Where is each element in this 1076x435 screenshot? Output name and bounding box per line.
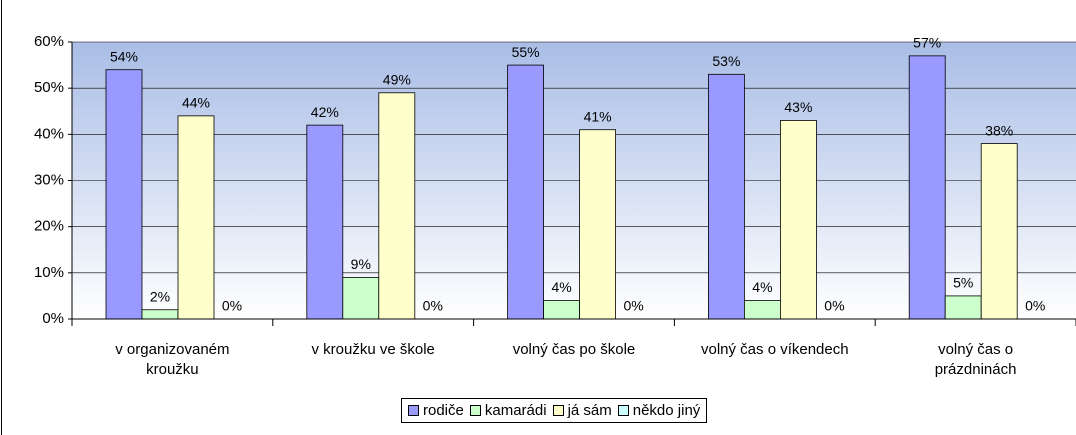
bar: [342, 277, 380, 320]
data-label: 49%: [383, 71, 411, 87]
data-label: 4%: [752, 279, 772, 295]
data-label: 54%: [110, 48, 138, 64]
data-label: 0%: [423, 298, 443, 314]
data-label: 2%: [150, 288, 170, 304]
data-label: 53%: [712, 53, 740, 69]
y-tick-label: 10%: [34, 264, 64, 281]
legend-swatch: [408, 405, 419, 416]
y-tick-label: 50%: [34, 79, 64, 96]
y-tick-label: 20%: [34, 218, 64, 235]
bar: [177, 115, 215, 320]
x-tick-label: v kroužku ve škole: [311, 341, 435, 358]
data-label: 44%: [182, 95, 210, 111]
legend-swatch: [469, 405, 481, 416]
data-label: 0%: [222, 298, 242, 314]
legend-item: já sám: [552, 402, 612, 419]
legend-item: rodiče: [408, 402, 464, 419]
bar: [105, 69, 143, 320]
legend-swatch: [617, 405, 629, 416]
data-label: 43%: [784, 99, 812, 115]
bar: [744, 300, 781, 320]
legend: rodiče kamarádi já sám někdo jiný: [401, 398, 708, 423]
data-label: 57%: [913, 35, 941, 51]
y-tick-label: 40%: [34, 125, 64, 142]
x-tick-label: v organizovaném kroužku: [115, 341, 230, 378]
bar: [708, 73, 745, 320]
y-tick-label: 30%: [34, 171, 64, 188]
bar: [378, 92, 416, 320]
data-label: 4%: [551, 279, 571, 295]
x-tick-label: volný čas o prázdninách: [934, 341, 1017, 378]
x-tick-label: volný čas po škole: [512, 341, 636, 358]
legend-item: kamarádi: [469, 402, 547, 419]
data-label: 41%: [584, 108, 612, 124]
legend-item: někdo jiný: [617, 402, 701, 419]
bar: [141, 309, 179, 320]
legend-label: rodiče: [423, 402, 464, 419]
legend-label: já sám: [567, 402, 612, 419]
bar: [908, 55, 946, 320]
y-tick-label: 60%: [34, 33, 64, 50]
data-label: 0%: [623, 298, 643, 314]
x-tick-label: volný čas o víkendech: [701, 341, 849, 358]
data-label: 38%: [985, 122, 1013, 138]
data-label: 55%: [512, 44, 540, 60]
bar: [944, 295, 982, 320]
legend-swatch: [552, 405, 564, 416]
bar: [543, 300, 580, 320]
data-label: 0%: [1025, 298, 1045, 314]
bar: [980, 143, 1018, 320]
data-label: 9%: [351, 256, 371, 272]
data-label: 0%: [824, 298, 844, 314]
y-tick-label: 0%: [42, 310, 64, 327]
bar: [306, 124, 344, 320]
bar: [579, 129, 616, 320]
data-label: 42%: [311, 104, 339, 120]
bar: [780, 120, 817, 320]
legend-label: kamarádi: [484, 402, 547, 419]
legend-label: někdo jiný: [632, 402, 701, 419]
data-label: 5%: [953, 275, 973, 291]
bar: [507, 64, 545, 320]
